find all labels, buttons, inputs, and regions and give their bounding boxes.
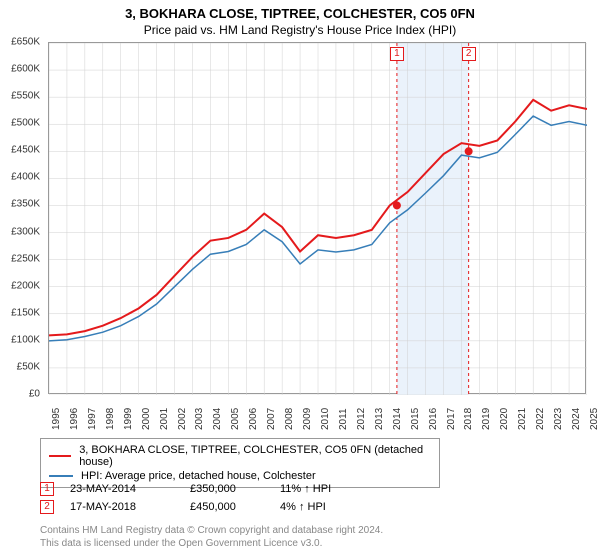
- x-tick-label: 2019: [481, 408, 492, 430]
- x-tick-label: 2012: [356, 408, 367, 430]
- sale-row: 2 17-MAY-2018£450,0004% ↑ HPI: [40, 498, 370, 516]
- legend-item: 3, BOKHARA CLOSE, TIPTREE, COLCHESTER, C…: [49, 443, 431, 469]
- y-tick-label: £200K: [11, 280, 40, 291]
- x-tick-label: 2021: [517, 408, 528, 430]
- y-tick-label: £650K: [11, 37, 40, 48]
- x-tick-label: 2003: [194, 408, 205, 430]
- x-tick-label: 2000: [141, 408, 152, 430]
- x-tick-label: 2007: [266, 408, 277, 430]
- legend-swatch: [49, 475, 73, 477]
- sale-price: £450,000: [190, 501, 280, 513]
- x-tick-label: 2004: [212, 408, 223, 430]
- y-tick-label: £50K: [17, 361, 40, 372]
- x-tick-label: 2006: [248, 408, 259, 430]
- sale-row: 1 23-MAY-2014£350,00011% ↑ HPI: [40, 480, 370, 498]
- x-tick-label: 2016: [428, 408, 439, 430]
- page-subtitle: Price paid vs. HM Land Registry's House …: [0, 21, 600, 43]
- y-tick-label: £500K: [11, 118, 40, 129]
- y-tick-label: £600K: [11, 64, 40, 75]
- x-tick-label: 2008: [284, 408, 295, 430]
- x-tick-label: 2010: [320, 408, 331, 430]
- x-tick-label: 2001: [159, 408, 170, 430]
- page-title: 3, BOKHARA CLOSE, TIPTREE, COLCHESTER, C…: [0, 0, 600, 21]
- x-tick-label: 1997: [87, 408, 98, 430]
- legend-label: 3, BOKHARA CLOSE, TIPTREE, COLCHESTER, C…: [79, 444, 431, 468]
- x-tick-label: 2022: [535, 408, 546, 430]
- y-tick-label: £550K: [11, 91, 40, 102]
- y-tick-label: £0: [29, 389, 40, 400]
- x-tick-label: 1995: [51, 408, 62, 430]
- x-tick-label: 2009: [302, 408, 313, 430]
- sale-hpi: 11% ↑ HPI: [280, 483, 370, 495]
- y-tick-label: £350K: [11, 199, 40, 210]
- sale-marker-1: 1: [390, 47, 404, 61]
- x-tick-label: 2005: [230, 408, 241, 430]
- x-tick-label: 2017: [446, 408, 457, 430]
- x-tick-label: 2015: [410, 408, 421, 430]
- y-tick-label: £400K: [11, 172, 40, 183]
- chart-svg: [49, 43, 587, 395]
- y-axis-labels: £0£50K£100K£150K£200K£250K£300K£350K£400…: [0, 42, 44, 394]
- sale-date: 23-MAY-2014: [70, 483, 190, 495]
- sale-row-marker: 2: [40, 500, 54, 514]
- x-tick-label: 2024: [571, 408, 582, 430]
- y-tick-label: £450K: [11, 145, 40, 156]
- sale-row-marker: 1: [40, 482, 54, 496]
- x-tick-label: 2025: [589, 408, 600, 430]
- x-tick-label: 1999: [123, 408, 134, 430]
- sales-table: 1 23-MAY-2014£350,00011% ↑ HPI 2 17-MAY-201…: [40, 480, 370, 516]
- legend-swatch: [49, 455, 71, 457]
- x-tick-label: 1998: [105, 408, 116, 430]
- x-tick-label: 2023: [553, 408, 564, 430]
- footer-text: Contains HM Land Registry data © Crown c…: [40, 524, 383, 550]
- y-tick-label: £250K: [11, 253, 40, 264]
- sale-date: 17-MAY-2018: [70, 501, 190, 513]
- y-tick-label: £150K: [11, 307, 40, 318]
- sale-hpi: 4% ↑ HPI: [280, 501, 370, 513]
- y-tick-label: £300K: [11, 226, 40, 237]
- sale-price: £350,000: [190, 483, 280, 495]
- x-tick-label: 2020: [499, 408, 510, 430]
- footer-line-2: This data is licensed under the Open Gov…: [40, 537, 383, 550]
- x-tick-label: 1996: [69, 408, 80, 430]
- chart-container: 3, BOKHARA CLOSE, TIPTREE, COLCHESTER, C…: [0, 0, 600, 560]
- sale-marker-2: 2: [462, 47, 476, 61]
- x-tick-label: 2014: [392, 408, 403, 430]
- x-tick-label: 2002: [177, 408, 188, 430]
- x-tick-label: 2013: [374, 408, 385, 430]
- chart-plot-area: 12: [48, 42, 586, 394]
- footer-line-1: Contains HM Land Registry data © Crown c…: [40, 524, 383, 537]
- y-tick-label: £100K: [11, 334, 40, 345]
- x-tick-label: 2018: [463, 408, 474, 430]
- x-tick-label: 2011: [338, 408, 349, 430]
